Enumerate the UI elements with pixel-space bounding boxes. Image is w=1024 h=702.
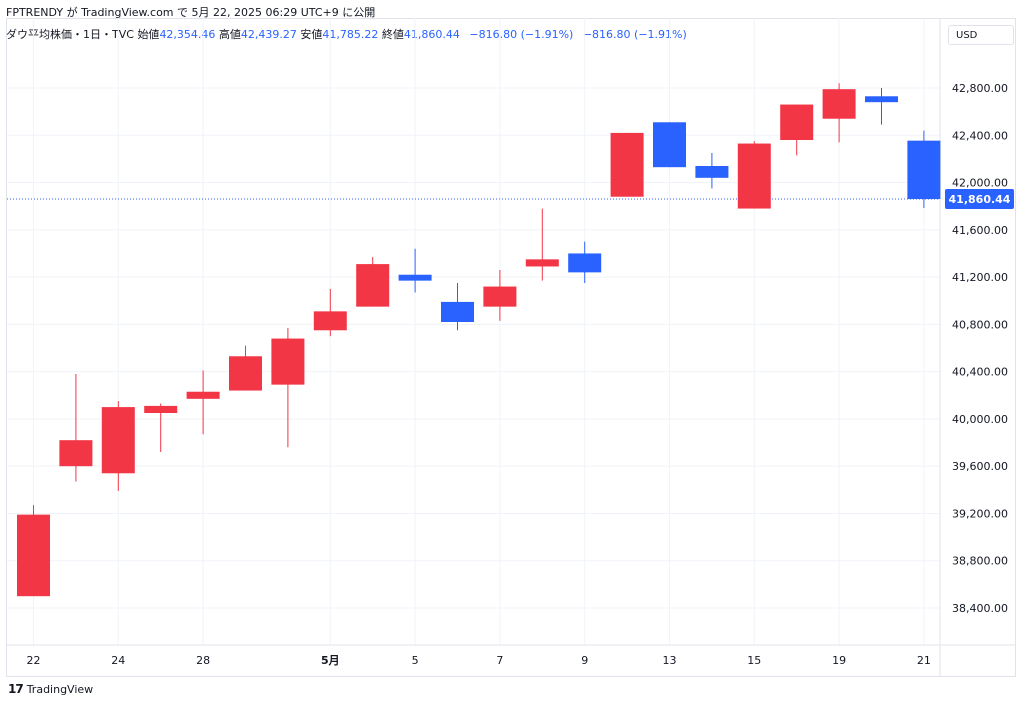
y-tick-label: 40,800.00 <box>952 318 1008 331</box>
symbol-label: ダウ平均株価・1日・TVC <box>6 28 134 41</box>
candle-body <box>483 286 517 307</box>
x-tick-label: 5 <box>412 654 419 667</box>
y-tick-label: 39,600.00 <box>952 460 1008 473</box>
y-tick-label: 41,200.00 <box>952 271 1008 284</box>
candle-body <box>695 166 729 178</box>
candle-body <box>356 264 390 307</box>
candle-body <box>229 356 262 391</box>
x-tick-label: 13 <box>663 654 677 667</box>
close-value: 41,860.44 <box>403 28 460 41</box>
x-tick-label: 5月 <box>321 654 340 667</box>
y-tick-label: 40,000.00 <box>952 413 1008 426</box>
candle-body <box>737 143 771 209</box>
candle-body <box>610 132 644 197</box>
x-tick-label: 9 <box>581 654 588 667</box>
candle-body <box>780 104 814 140</box>
publish-info: FPTRENDY が TradingView.com で 5月 22, 2025… <box>6 6 376 19</box>
open-value: 42,354.46 <box>159 28 216 41</box>
candle-body <box>59 440 93 467</box>
x-tick-label: 15 <box>747 654 761 667</box>
candle-body <box>653 122 686 168</box>
low-label: 安値 <box>300 28 323 41</box>
x-tick-label: 24 <box>111 654 125 667</box>
x-tick-label: 22 <box>27 654 41 667</box>
y-tick-label: 42,800.00 <box>952 82 1008 95</box>
candle-body <box>398 274 432 281</box>
open-label: 始値 <box>137 28 160 41</box>
last-price-label: 41,860.44 <box>949 193 1011 206</box>
candle-body <box>271 338 305 385</box>
ohlc-legend: ダウ平均株価・1日・TVC 始値42,354.46 高値42,439.27 安値… <box>6 26 687 42</box>
candle-body <box>186 391 220 399</box>
high-label: 高値 <box>218 28 241 41</box>
x-tick-label: 21 <box>917 654 931 667</box>
candle-body <box>313 311 347 331</box>
x-tick-label: 19 <box>832 654 846 667</box>
candle-body <box>525 259 559 267</box>
y-tick-label: 38,400.00 <box>952 602 1008 615</box>
close-label: 終値 <box>381 28 404 41</box>
candle-body <box>865 96 898 103</box>
candle-body <box>17 514 50 597</box>
candle-body <box>907 140 941 200</box>
y-tick-label: 39,200.00 <box>952 507 1008 520</box>
candle-body <box>101 407 135 474</box>
y-tick-label: 42,400.00 <box>952 129 1008 142</box>
brand-footer: 17 TradingView <box>8 682 93 696</box>
brand-name: TradingView <box>26 682 94 696</box>
tradingview-logo-icon: 17 <box>8 682 24 696</box>
candle-body <box>441 301 474 322</box>
y-tick-label: 41,600.00 <box>952 224 1008 237</box>
y-tick-label: 38,800.00 <box>952 555 1008 568</box>
candle-body <box>568 253 602 273</box>
y-tick-label: 42,000.00 <box>952 177 1008 190</box>
change-value-2: −816.80 (−1.91%) <box>582 28 687 41</box>
currency-button[interactable]: USD <box>948 25 1014 45</box>
y-tick-label: 40,400.00 <box>952 366 1008 379</box>
candle-body <box>144 405 178 413</box>
last-price-box <box>945 189 1014 210</box>
low-value: 41,785.22 <box>322 28 379 41</box>
high-value: 42,439.27 <box>240 28 297 41</box>
candle-body <box>822 89 856 119</box>
change-value: −816.80 (−1.91%) <box>469 28 574 41</box>
x-tick-label: 7 <box>496 654 503 667</box>
chart-frame <box>6 18 1016 677</box>
x-tick-label: 28 <box>196 654 210 667</box>
